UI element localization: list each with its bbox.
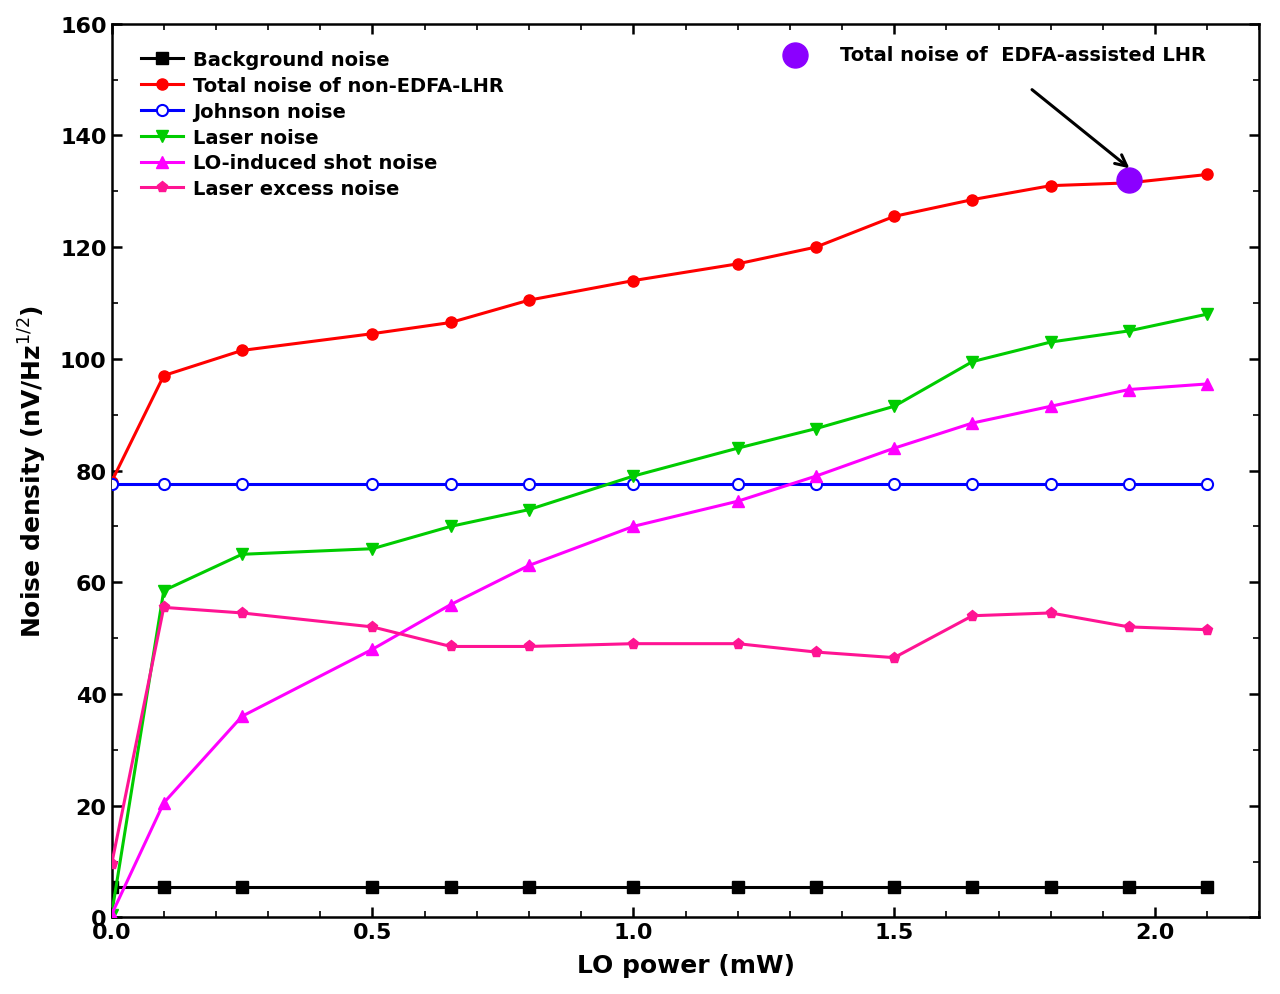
Total noise of non-EDFA-LHR bbox=[234, 345, 250, 357]
Laser noise bbox=[521, 504, 536, 516]
Background noise bbox=[104, 881, 119, 893]
Johnson noise bbox=[626, 479, 641, 491]
LO-induced shot noise bbox=[965, 417, 980, 429]
LO-induced shot noise bbox=[1199, 379, 1215, 391]
Total noise of non-EDFA-LHR bbox=[365, 328, 380, 340]
LO-induced shot noise bbox=[104, 909, 119, 920]
Text: Total noise of  EDFA-assisted LHR: Total noise of EDFA-assisted LHR bbox=[841, 47, 1207, 66]
Line: Total noise of non-EDFA-LHR: Total noise of non-EDFA-LHR bbox=[106, 170, 1212, 488]
Y-axis label: Noise density (nV/Hz$^{1/2}$): Noise density (nV/Hz$^{1/2}$) bbox=[17, 304, 49, 637]
Johnson noise bbox=[156, 479, 172, 491]
Laser noise bbox=[443, 521, 458, 533]
Laser excess noise bbox=[1121, 621, 1137, 633]
Johnson noise bbox=[730, 479, 745, 491]
LO-induced shot noise bbox=[730, 496, 745, 508]
Total noise of non-EDFA-LHR bbox=[104, 476, 119, 488]
LO-induced shot noise bbox=[443, 599, 458, 611]
Legend: Background noise, Total noise of non-EDFA-LHR, Johnson noise, Laser noise, LO-in: Background noise, Total noise of non-EDF… bbox=[133, 44, 512, 207]
Line: Laser excess noise: Laser excess noise bbox=[106, 602, 1212, 870]
Line: Background noise: Background noise bbox=[106, 882, 1212, 893]
Total noise of non-EDFA-LHR bbox=[521, 295, 536, 307]
Background noise bbox=[365, 881, 380, 893]
Background noise bbox=[730, 881, 745, 893]
Laser excess noise bbox=[365, 621, 380, 633]
Johnson noise bbox=[104, 479, 119, 491]
Johnson noise bbox=[887, 479, 902, 491]
Background noise bbox=[1121, 881, 1137, 893]
Laser excess noise bbox=[808, 646, 823, 658]
Laser noise bbox=[365, 543, 380, 555]
Laser noise bbox=[730, 442, 745, 454]
Total noise of non-EDFA-LHR bbox=[808, 242, 823, 253]
Johnson noise bbox=[808, 479, 823, 491]
Total noise of non-EDFA-LHR bbox=[965, 195, 980, 207]
Johnson noise bbox=[965, 479, 980, 491]
Background noise bbox=[443, 881, 458, 893]
Background noise bbox=[1043, 881, 1059, 893]
Line: Johnson noise: Johnson noise bbox=[106, 479, 1212, 491]
Laser excess noise bbox=[234, 607, 250, 619]
Johnson noise bbox=[234, 479, 250, 491]
Line: Laser noise: Laser noise bbox=[106, 309, 1212, 920]
Total noise of non-EDFA-LHR bbox=[1121, 178, 1137, 190]
Laser excess noise bbox=[626, 638, 641, 650]
LO-induced shot noise bbox=[521, 560, 536, 572]
LO-induced shot noise bbox=[1121, 384, 1137, 396]
Laser excess noise bbox=[521, 641, 536, 653]
Background noise bbox=[521, 881, 536, 893]
Background noise bbox=[887, 881, 902, 893]
LO-induced shot noise bbox=[365, 644, 380, 656]
Background noise bbox=[808, 881, 823, 893]
Laser noise bbox=[1121, 326, 1137, 338]
Background noise bbox=[156, 881, 172, 893]
Background noise bbox=[234, 881, 250, 893]
Background noise bbox=[1199, 881, 1215, 893]
Total noise of non-EDFA-LHR bbox=[887, 211, 902, 223]
Laser excess noise bbox=[1043, 607, 1059, 619]
Total noise of non-EDFA-LHR bbox=[1199, 169, 1215, 181]
Laser noise bbox=[156, 585, 172, 597]
Laser excess noise bbox=[1199, 624, 1215, 636]
Laser excess noise bbox=[104, 859, 119, 871]
LO-induced shot noise bbox=[808, 470, 823, 482]
Laser noise bbox=[626, 470, 641, 482]
Laser noise bbox=[808, 423, 823, 435]
LO-induced shot noise bbox=[1043, 401, 1059, 413]
LO-induced shot noise bbox=[156, 797, 172, 809]
Johnson noise bbox=[365, 479, 380, 491]
Total noise of non-EDFA-LHR bbox=[1043, 181, 1059, 193]
Laser excess noise bbox=[156, 601, 172, 613]
Total noise of non-EDFA-LHR bbox=[730, 258, 745, 270]
X-axis label: LO power (mW): LO power (mW) bbox=[576, 953, 795, 977]
Background noise bbox=[965, 881, 980, 893]
Laser excess noise bbox=[887, 652, 902, 664]
Laser noise bbox=[234, 549, 250, 561]
Total noise of non-EDFA-LHR bbox=[626, 275, 641, 287]
LO-induced shot noise bbox=[626, 521, 641, 533]
Background noise bbox=[626, 881, 641, 893]
Johnson noise bbox=[443, 479, 458, 491]
Laser noise bbox=[965, 356, 980, 368]
Total noise of non-EDFA-LHR bbox=[156, 370, 172, 382]
Laser excess noise bbox=[965, 610, 980, 622]
Johnson noise bbox=[1043, 479, 1059, 491]
Laser noise bbox=[1199, 309, 1215, 321]
LO-induced shot noise bbox=[234, 711, 250, 723]
Line: LO-induced shot noise: LO-induced shot noise bbox=[106, 379, 1212, 920]
Laser noise bbox=[1043, 337, 1059, 349]
Johnson noise bbox=[1121, 479, 1137, 491]
Total noise of non-EDFA-LHR bbox=[443, 317, 458, 329]
Laser noise bbox=[887, 401, 902, 413]
Johnson noise bbox=[1199, 479, 1215, 491]
Johnson noise bbox=[521, 479, 536, 491]
Laser excess noise bbox=[730, 638, 745, 650]
Laser noise bbox=[104, 909, 119, 920]
Laser excess noise bbox=[443, 641, 458, 653]
LO-induced shot noise bbox=[887, 442, 902, 454]
